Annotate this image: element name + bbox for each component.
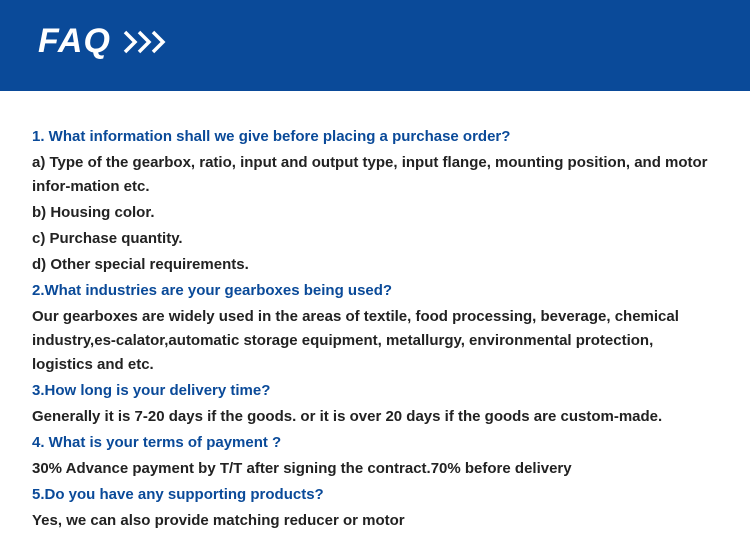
faq-answer-line: b) Housing color.	[32, 201, 718, 225]
faq-content: 1. What information shall we give before…	[0, 91, 750, 555]
faq-answer-line: Generally it is 7-20 days if the goods. …	[32, 405, 718, 429]
header-inner: FAQ	[38, 22, 712, 61]
chevron-right-icon	[151, 30, 167, 54]
faq-question: 3.How long is your delivery time?	[32, 379, 718, 403]
arrows-group	[125, 30, 167, 54]
faq-title: FAQ	[38, 22, 111, 61]
faq-question: 1. What information shall we give before…	[32, 125, 718, 149]
faq-answer-line: a) Type of the gearbox, ratio, input and…	[32, 151, 718, 199]
faq-answer-line: c) Purchase quantity.	[32, 227, 718, 251]
faq-answer-line: d) Other special requirements.	[32, 253, 718, 277]
faq-question: 5.Do you have any supporting products?	[32, 483, 718, 507]
faq-question: 4. What is your terms of payment ?	[32, 431, 718, 455]
faq-header: FAQ	[0, 0, 750, 91]
faq-answer-line: Yes, we can also provide matching reduce…	[32, 509, 718, 533]
faq-answer-line: 30% Advance payment by T/T after signing…	[32, 457, 718, 481]
faq-question: 2.What industries are your gearboxes bei…	[32, 279, 718, 303]
faq-answer-line: Our gearboxes are widely used in the are…	[32, 305, 718, 377]
